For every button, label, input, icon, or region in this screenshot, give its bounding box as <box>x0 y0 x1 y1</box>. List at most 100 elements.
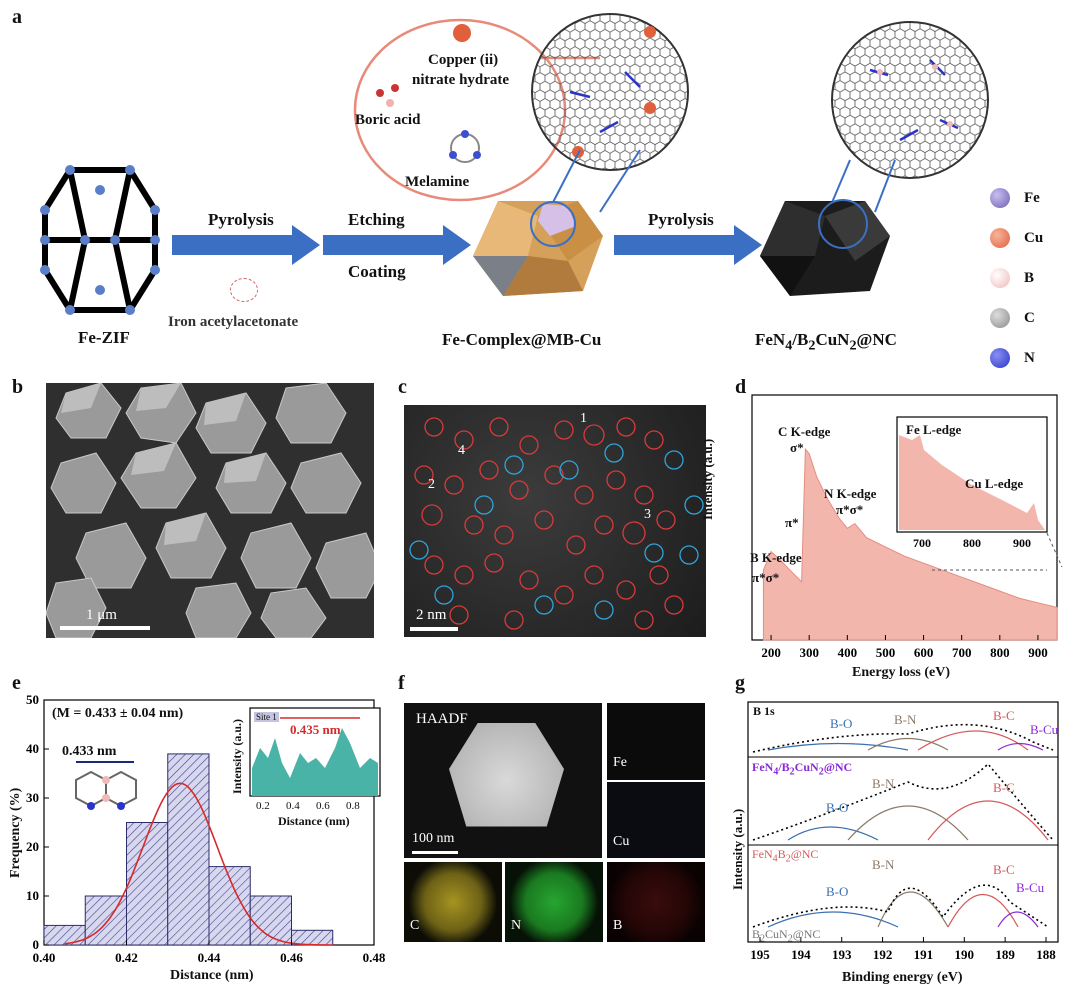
xps-spectrum-bottom <box>752 884 1049 928</box>
legend-label: Fe <box>1024 189 1040 206</box>
b-kedge-label: B K-edge <box>750 550 802 565</box>
xps-sample-text: @NC <box>823 760 853 774</box>
xps-sample-text: CuN <box>765 927 788 941</box>
xps-sample-text: FeN <box>752 760 774 774</box>
histogram-bar <box>167 753 210 946</box>
eels-xtick-label: 700 <box>952 645 972 660</box>
reagent-copper-label-2: nitrate hydrate <box>412 72 510 88</box>
xps-xtick-label: 188 <box>1036 947 1056 962</box>
legend-item: Cu <box>990 218 1070 258</box>
xps-xtick-label: 191 <box>914 947 934 962</box>
final-label-part: /B <box>792 330 809 349</box>
profile-xlabel: Distance (nm) <box>278 814 350 828</box>
profile-xtick: 0.2 <box>256 800 270 812</box>
xps-data <box>752 884 1049 928</box>
xps-label-bn-3: B-N <box>872 857 895 872</box>
final-catalyst-label: FeN4/B2CuN2@NC <box>755 330 897 354</box>
hist-title: (M = 0.433 ± 0.04 nm) <box>52 706 184 721</box>
eels-xtick-label: 500 <box>876 645 896 660</box>
fe-complex-label: Fe-Complex@MB-Cu <box>442 330 602 349</box>
legend-label: N <box>1024 349 1035 366</box>
legend-label: C <box>1024 309 1035 326</box>
xps-data <box>752 762 1054 841</box>
reagent-copper-label: Copper (ii) <box>428 52 499 68</box>
sem-scale-label: 1 μm <box>86 607 117 623</box>
profile-value-label: 0.435 nm <box>290 722 341 737</box>
xps-spectrum-top <box>752 723 1054 753</box>
legend-swatch-icon <box>990 188 1010 208</box>
xps-peak-bo <box>787 826 879 841</box>
panel-b-letter: b <box>12 376 24 398</box>
single-atom-circles <box>409 417 704 630</box>
map-fe-label: Fe <box>613 755 627 770</box>
xps-sample-text: FeN <box>752 847 773 861</box>
xps-peak-bc <box>917 730 1029 751</box>
element-legend: Fe Cu B C N <box>990 178 1070 378</box>
fe-zif-cage <box>40 165 160 315</box>
xps-xlabel: Binding energy (eV) <box>842 970 963 985</box>
histogram-bar <box>84 895 127 946</box>
legend-item: N <box>990 338 1070 378</box>
final-label-part: CuN <box>815 330 850 349</box>
xps-peak-bn <box>877 891 949 928</box>
profile-curve <box>252 728 378 796</box>
xps-sample-text: @NC <box>790 847 819 861</box>
eels-inset-xtick: 700 <box>913 536 931 550</box>
xps-xtick-label: 195 <box>750 947 770 962</box>
final-label-sub: 2 <box>849 337 857 354</box>
final-label-sub: 2 <box>808 337 816 354</box>
xps-sample-text: CuN <box>794 760 819 774</box>
fe-complex-particle <box>473 201 603 296</box>
site-label: 3 <box>644 507 651 522</box>
hist-ylabel: Frequency (%) <box>8 787 23 878</box>
xps-sample-text: B <box>752 927 761 941</box>
profile-xtick: 0.6 <box>316 800 330 812</box>
eels-inset-xtick: 900 <box>1013 536 1031 550</box>
c-sigma-label: σ* <box>790 440 804 455</box>
stem-scale-label: 2 nm <box>416 607 447 623</box>
xps-sample-sub: 2 <box>789 766 795 778</box>
step1-sub-label: Iron acetylacetonate <box>168 314 299 330</box>
map-b-label: B <box>613 918 623 933</box>
xps-sample-2: FeN4B2@NC <box>752 847 818 864</box>
map-fe: Fe <box>607 703 705 780</box>
gaussian-fit-line <box>64 782 333 946</box>
haadf-scale-label: 100 nm <box>412 831 455 846</box>
xps-peak-bo <box>767 742 909 751</box>
profile-xtick: 0.4 <box>286 800 300 812</box>
map-b: B <box>607 862 705 942</box>
xps-sample-3: B2CuN2@NC <box>752 927 820 944</box>
legend-swatch-icon <box>990 308 1010 328</box>
b-pi-label: π*σ* <box>752 570 780 585</box>
panel-d-letter: d <box>735 376 747 398</box>
site-label: 2 <box>428 477 435 492</box>
panel-c-letter: c <box>398 376 407 398</box>
sem-particles <box>46 383 374 638</box>
xps-frame <box>747 701 1059 943</box>
xps-label-bcu-3: B-Cu <box>1016 880 1045 895</box>
fe-ledge-label: Fe L-edge <box>906 422 962 437</box>
legend-item: B <box>990 258 1070 298</box>
xps-xtick-label: 190 <box>955 947 975 962</box>
hist-ytick-label: 10 <box>26 888 39 903</box>
eels-xtick-label: 200 <box>761 645 781 660</box>
xps-sample-1: FeN4/B2CuN2@NC <box>752 760 852 777</box>
map-c-label: C <box>410 918 420 933</box>
map-cu: Cu <box>607 782 705 858</box>
haadf-image: HAADF 100 nm <box>404 703 602 858</box>
xps-chart: 195 194 193 192 191 190 189 188 <box>747 701 1059 962</box>
profile-site-label: Site 1 <box>254 712 279 722</box>
xps-sample-sub: 2 <box>760 933 766 945</box>
eels-xtick-label: 800 <box>990 645 1010 660</box>
xps-sample-sub: 2 <box>818 766 824 778</box>
line-profile-plot <box>249 707 381 797</box>
site-label: 1 <box>580 411 587 426</box>
xps-peak-bcu <box>997 911 1039 928</box>
hist-xtick-label: 0.42 <box>115 950 138 965</box>
hist-xtick-label: 0.48 <box>363 950 386 965</box>
eels-inset-xtick: 800 <box>963 536 981 550</box>
final-particle <box>760 199 890 296</box>
n-kedge-label: N K-edge <box>824 486 877 501</box>
xps-xtick-label: 192 <box>873 947 893 962</box>
eels-ylabel: Intensity (a.u.) <box>700 438 715 520</box>
